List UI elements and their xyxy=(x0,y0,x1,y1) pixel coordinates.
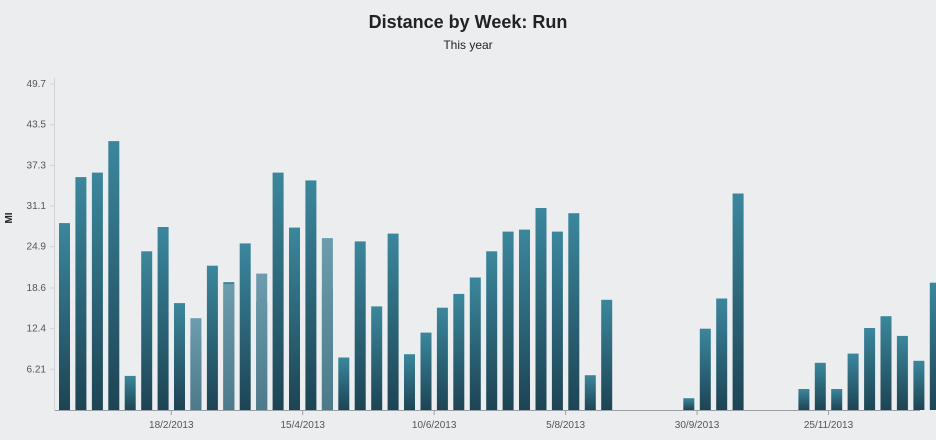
bar[interactable] xyxy=(420,332,432,410)
bar[interactable] xyxy=(124,375,136,410)
bar[interactable] xyxy=(354,241,366,410)
bar[interactable] xyxy=(108,141,120,410)
bar[interactable] xyxy=(272,172,284,410)
bar[interactable] xyxy=(404,354,415,410)
bar[interactable] xyxy=(683,398,695,410)
bar[interactable] xyxy=(206,265,218,410)
chart-subtitle: This year xyxy=(443,38,493,52)
bar[interactable] xyxy=(699,328,711,410)
bar[interactable] xyxy=(831,389,843,410)
bar[interactable] xyxy=(568,213,580,410)
bar-highlight-segment[interactable] xyxy=(223,284,235,410)
chart-title: Distance by Week: Run xyxy=(368,12,568,32)
bar[interactable] xyxy=(880,316,892,410)
bar[interactable] xyxy=(75,177,87,410)
bar[interactable] xyxy=(387,233,399,410)
y-tick-label: 18.6 xyxy=(27,283,47,294)
bar[interactable] xyxy=(896,335,908,410)
y-tick-label: 43.5 xyxy=(27,120,47,131)
y-tick-label: 12.4 xyxy=(27,324,47,335)
bar[interactable] xyxy=(601,299,613,410)
bar[interactable] xyxy=(584,375,596,410)
bar[interactable] xyxy=(157,227,169,410)
bar[interactable] xyxy=(929,282,936,410)
bar[interactable] xyxy=(59,223,70,410)
bar-highlight-segment[interactable] xyxy=(256,273,268,410)
bar[interactable] xyxy=(305,180,317,410)
bar[interactable] xyxy=(798,389,810,410)
bar[interactable] xyxy=(469,277,481,411)
bar-highlight-segment[interactable] xyxy=(321,238,333,410)
bar[interactable] xyxy=(847,353,859,410)
bar[interactable] xyxy=(289,227,300,410)
bar[interactable] xyxy=(453,293,465,410)
bar[interactable] xyxy=(486,251,498,410)
x-tick-label: 30/9/2013 xyxy=(675,420,720,431)
bar[interactable] xyxy=(141,251,153,410)
y-tick-label: 37.3 xyxy=(27,160,47,171)
bar[interactable] xyxy=(338,357,350,411)
x-tick-label: 15/4/2013 xyxy=(280,420,325,431)
x-tick-label: 5/8/2013 xyxy=(546,420,585,431)
bar[interactable] xyxy=(519,229,530,410)
bar[interactable] xyxy=(551,231,563,410)
y-tick-label: 31.1 xyxy=(27,201,47,212)
y-tick-label: 24.9 xyxy=(27,242,47,253)
bar-highlight-segment[interactable] xyxy=(190,318,202,410)
bar[interactable] xyxy=(732,193,744,411)
x-tick-label: 18/2/2013 xyxy=(149,420,194,431)
bar[interactable] xyxy=(814,362,826,410)
bar[interactable] xyxy=(716,298,728,411)
y-tick-label: 6.21 xyxy=(27,364,47,375)
x-tick-label: 10/6/2013 xyxy=(412,420,457,431)
bar[interactable] xyxy=(502,231,514,410)
bar[interactable] xyxy=(436,307,448,410)
bar[interactable] xyxy=(174,303,185,410)
y-axis-label: MI xyxy=(4,212,15,223)
bar[interactable] xyxy=(239,243,251,410)
y-tick-label: 49.7 xyxy=(27,79,47,90)
bar[interactable] xyxy=(91,172,103,410)
bar[interactable] xyxy=(371,306,383,410)
bar[interactable] xyxy=(535,208,547,410)
bar[interactable] xyxy=(913,360,925,410)
x-tick-label: 25/11/2013 xyxy=(804,420,854,431)
bar[interactable] xyxy=(864,328,876,410)
